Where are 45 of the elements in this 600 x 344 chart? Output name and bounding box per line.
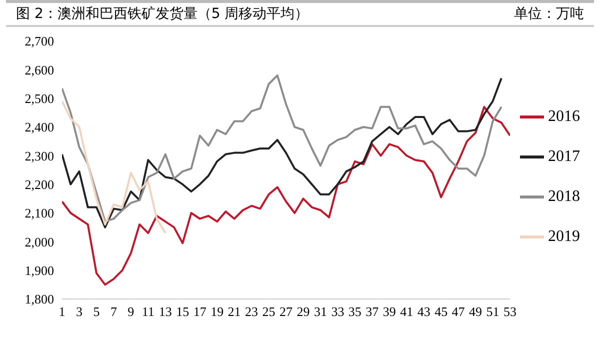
y-tick-label: 2,700 xyxy=(24,34,54,49)
legend-label: 2016 xyxy=(548,108,580,125)
y-tick-label: 2,500 xyxy=(24,90,54,106)
x-tick-label: 39 xyxy=(382,304,396,320)
y-tick-label: 2,200 xyxy=(24,176,54,192)
x-tick-label: 31 xyxy=(314,304,327,320)
x-tick-label: 43 xyxy=(417,304,430,320)
line-series xyxy=(62,106,510,286)
x-tick-label: 17 xyxy=(193,304,207,320)
x-tick-label: 33 xyxy=(331,304,344,320)
x-tick-label: 23 xyxy=(245,304,258,320)
y-tick-label: 2,300 xyxy=(24,148,54,164)
y-tick-label: 2,600 xyxy=(24,62,54,78)
x-tick-label: 41 xyxy=(400,304,414,320)
x-tick-label: 5 xyxy=(93,304,100,320)
line-series xyxy=(62,100,166,234)
x-tick-label: 9 xyxy=(128,304,134,320)
legend-label: 2019 xyxy=(548,228,580,245)
y-tick-label: 2,400 xyxy=(24,120,54,135)
x-tick-label: 53 xyxy=(504,304,516,320)
x-tick-label: 49 xyxy=(469,304,482,320)
x-tick-label: 11 xyxy=(142,304,154,320)
x-tick-label: 51 xyxy=(486,304,500,320)
x-tick-label: 45 xyxy=(434,304,448,320)
y-tick-label: 1,900 xyxy=(24,262,54,278)
y-tick-label: 1,800 xyxy=(24,292,54,307)
x-tick-label: 37 xyxy=(366,304,380,320)
x-tick-label: 21 xyxy=(228,304,241,320)
x-tick-label: 35 xyxy=(348,304,362,320)
x-tick-label: 13 xyxy=(158,304,172,320)
text: 单位：万吨 xyxy=(514,6,584,22)
x-tick-label: 15 xyxy=(176,304,190,320)
y-tick-label: 2,100 xyxy=(24,206,54,221)
legend-label: 2018 xyxy=(548,188,580,205)
x-tick-label: 3 xyxy=(76,304,82,320)
x-tick-label: 27 xyxy=(280,304,293,320)
x-tick-label: 25 xyxy=(262,304,276,320)
x-tick-label: 19 xyxy=(210,304,224,320)
legend-label: 2017 xyxy=(548,148,580,165)
x-tick-label: 47 xyxy=(452,304,466,320)
x-tick-label: 29 xyxy=(296,304,310,320)
chart-title: 图 2：澳洲和巴西铁矿发货量（5 周移动平均） xyxy=(16,5,309,23)
y-tick-label: 2,000 xyxy=(24,234,54,250)
x-tick-label: 1 xyxy=(58,304,66,320)
x-tick-label: 7 xyxy=(110,304,118,320)
